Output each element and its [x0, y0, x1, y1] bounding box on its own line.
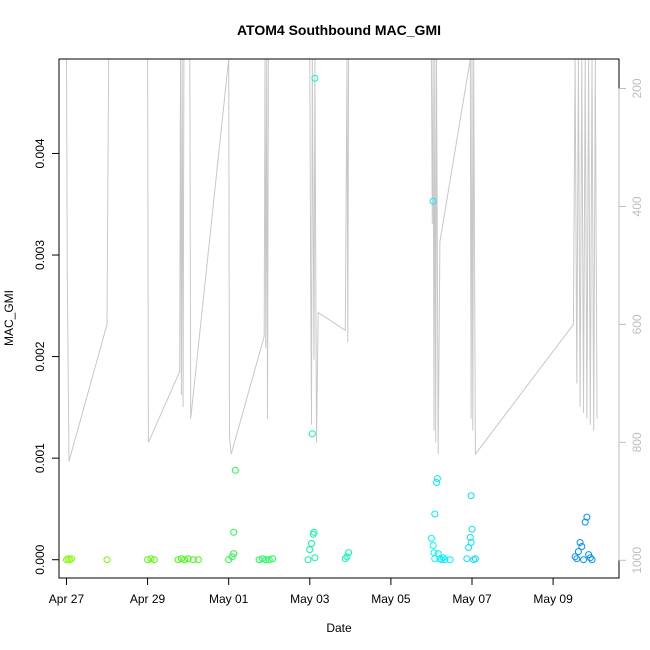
data-point [433, 475, 441, 482]
data-point [439, 554, 447, 562]
data-point [345, 549, 353, 557]
data-point [177, 555, 185, 563]
data-point [230, 528, 238, 536]
data-point [471, 555, 479, 563]
data-point [310, 528, 318, 536]
data-point [265, 556, 273, 564]
data-point [581, 518, 589, 526]
data-point [341, 555, 349, 563]
right-tick-label: 800 [630, 432, 644, 452]
data-point [64, 555, 72, 563]
data-point [586, 554, 594, 562]
right-tick-label: 200 [630, 78, 644, 98]
data-point [63, 556, 70, 564]
x-tick-label: Apr 29 [130, 592, 166, 606]
data-point [438, 556, 446, 564]
data-point [181, 556, 189, 564]
data-point [431, 555, 439, 563]
data-point [189, 556, 197, 564]
data-point [255, 556, 263, 564]
y-axis-left: 0.000 0.001 0.002 0.003 0.004 [33, 138, 60, 575]
y-tick-label: 0.003 [33, 240, 47, 270]
data-point [68, 555, 75, 563]
y-tick-label: 0.000 [33, 544, 47, 574]
data-point [467, 539, 475, 546]
data-point [578, 543, 586, 550]
data-point [103, 556, 111, 564]
data-point [304, 556, 312, 564]
data-point [446, 556, 454, 564]
data-point [574, 548, 582, 556]
data-point [441, 556, 449, 564]
data-point [576, 539, 584, 546]
chart-title: ATOM4 Southbound MAC_GMI [237, 22, 441, 38]
data-point [311, 554, 319, 562]
data-point [311, 74, 319, 82]
data-point [231, 466, 239, 474]
data-point [588, 556, 596, 564]
data-point [306, 546, 314, 554]
data-point [174, 556, 182, 564]
data-point [230, 550, 238, 558]
y-tick-label: 0.004 [33, 138, 47, 168]
data-point [259, 555, 266, 563]
x-tick-label: May 01 [209, 592, 249, 606]
data-point [429, 542, 437, 549]
data-point [433, 479, 440, 486]
data-point [429, 197, 437, 205]
data-point [467, 492, 475, 500]
right-tick-label: 600 [630, 314, 644, 334]
x-tick-label: May 05 [371, 592, 411, 606]
data-point [468, 525, 476, 533]
data-point [436, 555, 444, 563]
data-point [470, 556, 478, 564]
x-tick-label: Apr 27 [49, 592, 85, 606]
data-point [427, 534, 435, 542]
data-point [463, 555, 471, 563]
y-tick-label: 0.002 [33, 341, 47, 371]
points-layer [63, 74, 596, 564]
data-point [144, 556, 152, 564]
data-point [571, 553, 579, 561]
data-point [431, 510, 439, 518]
data-point [262, 556, 270, 564]
data-point [583, 513, 591, 521]
right-tick-label: 1000 [630, 547, 644, 574]
data-point [150, 556, 158, 564]
x-axis-label: Date [326, 621, 352, 635]
y-axis-right: 200 400 600 800 1000 [618, 78, 644, 574]
data-point [147, 555, 155, 563]
right-tick-label: 400 [630, 196, 644, 216]
x-tick-label: May 07 [452, 592, 492, 606]
data-point [466, 533, 474, 541]
data-point [66, 556, 74, 564]
data-point [343, 553, 351, 561]
y-axis-label: MAC_GMI [2, 290, 16, 346]
x-tick-label: May 03 [290, 592, 330, 606]
data-point [573, 555, 581, 563]
x-axis: Apr 27 Apr 29 May 01 May 03 May 05 May 07 May … [49, 577, 573, 606]
data-point [194, 556, 202, 564]
data-point [308, 430, 316, 438]
data-point [308, 540, 315, 547]
y-tick-label: 0.001 [33, 443, 47, 473]
data-point [580, 556, 587, 564]
data-point [184, 555, 192, 563]
data-point [269, 555, 277, 563]
x-tick-label: May 09 [533, 592, 573, 606]
